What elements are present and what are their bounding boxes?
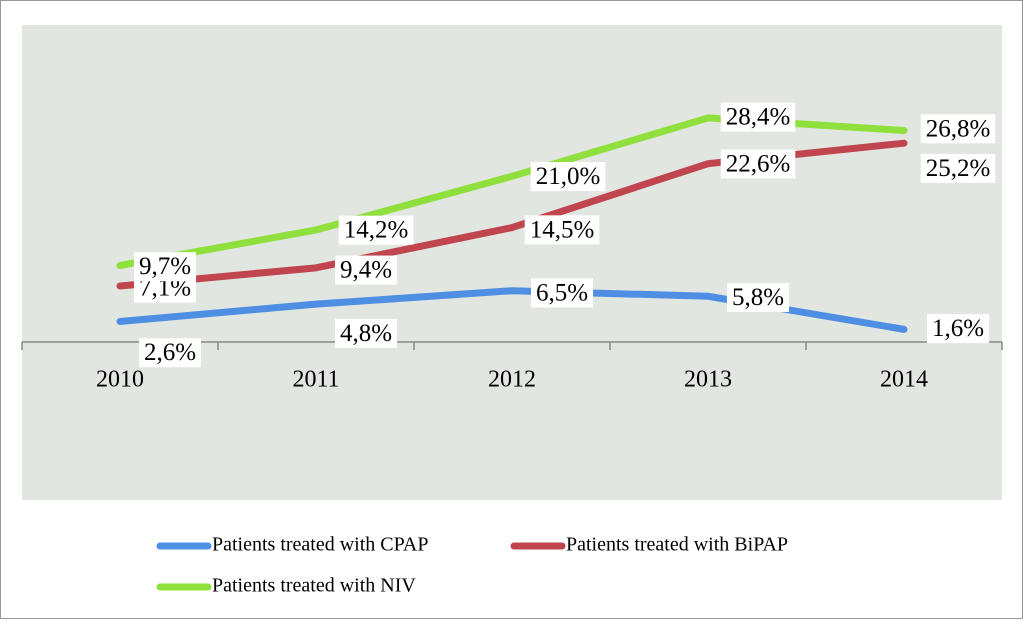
data-label-box (334, 255, 398, 285)
data-label: 14,5% (530, 216, 595, 243)
data-label-box (133, 252, 197, 282)
data-label: 21,0% (536, 163, 601, 190)
data-label-box (524, 215, 600, 245)
data-label-box (720, 102, 796, 132)
x-tick-label: 2013 (684, 367, 732, 393)
data-label-box (726, 282, 790, 312)
data-label: 4,8% (340, 320, 392, 347)
data-label-box (926, 314, 990, 344)
data-label-box (920, 153, 996, 183)
data-label-box (334, 318, 398, 348)
data-label-box (720, 149, 796, 179)
data-label: 28,4% (726, 104, 791, 131)
data-label: 6,5% (536, 279, 588, 306)
x-tick-label: 2012 (488, 367, 536, 393)
x-tick-label: 2014 (880, 367, 928, 393)
legend-label: Patients treated with NIV (212, 575, 416, 597)
data-label: 26,8% (926, 115, 991, 142)
data-label-box (530, 278, 594, 308)
data-label: 5,8% (732, 284, 784, 311)
legend-label: Patients treated with BiPAP (566, 534, 788, 556)
data-label: 1,6% (932, 315, 984, 342)
data-label-box (138, 338, 202, 368)
data-label: 25,2% (926, 155, 991, 182)
x-tick-label: 2011 (292, 367, 339, 393)
legend-label: Patients treated with CPAP (212, 534, 428, 556)
data-label: 22,6% (726, 150, 791, 177)
data-label-box (920, 114, 996, 144)
data-label: 14,2% (344, 217, 409, 244)
data-label: 9,4% (340, 257, 392, 284)
data-label-box (338, 215, 414, 245)
x-tick-label: 2010 (96, 367, 144, 393)
data-label-box (530, 162, 606, 192)
data-label: 9,7% (139, 253, 191, 280)
data-label: 2,6% (144, 339, 196, 366)
